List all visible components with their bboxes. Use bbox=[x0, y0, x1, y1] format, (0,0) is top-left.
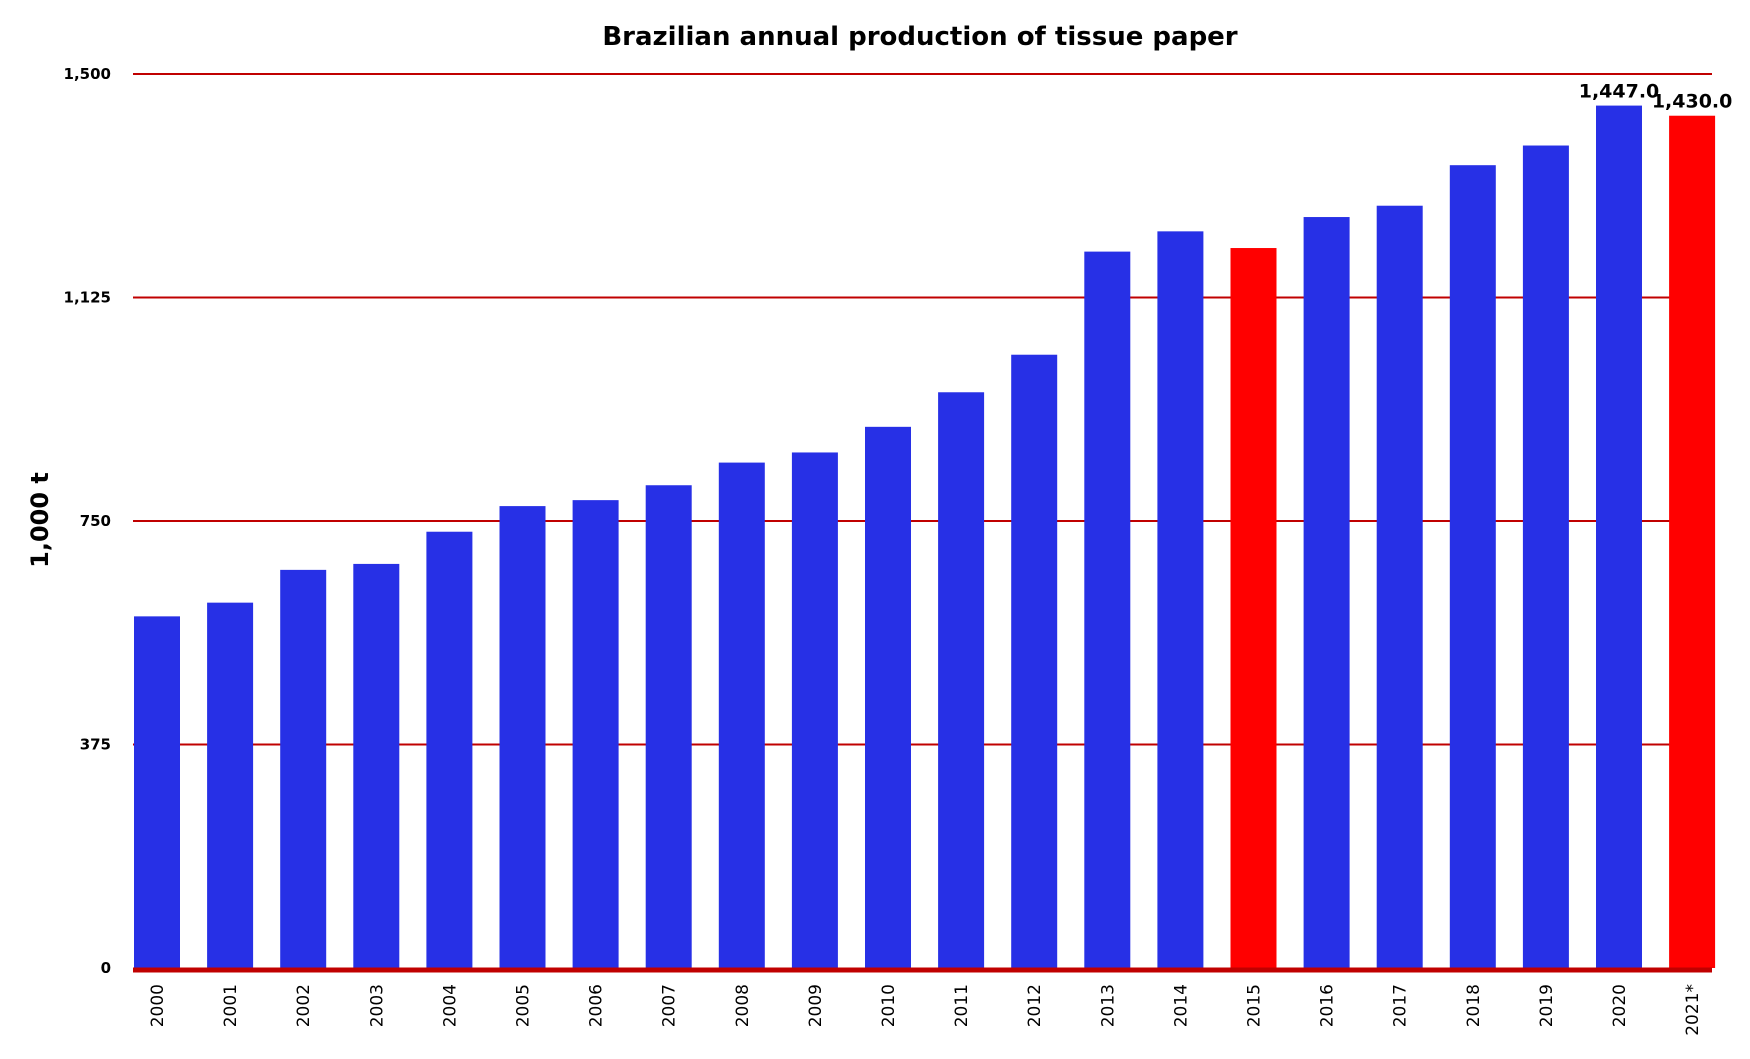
gridlines bbox=[133, 73, 1712, 746]
bar-2021 bbox=[1669, 115, 1716, 969]
x-tick-label: 2020 bbox=[1610, 984, 1630, 1027]
bars bbox=[134, 105, 1716, 969]
x-tick-label: 2014 bbox=[1171, 984, 1191, 1027]
x-tick-label: 2011 bbox=[952, 984, 972, 1027]
bar-2007 bbox=[645, 485, 692, 968]
bar-2002 bbox=[280, 569, 327, 968]
bar-2014 bbox=[1157, 231, 1204, 968]
x-tick-label: 2019 bbox=[1537, 984, 1557, 1027]
x-tick-label: 2016 bbox=[1318, 984, 1338, 1027]
bar-2004 bbox=[426, 531, 473, 968]
x-tick-label: 2015 bbox=[1245, 984, 1265, 1027]
x-tick-label: 2009 bbox=[806, 984, 826, 1027]
bar-2019 bbox=[1522, 145, 1569, 968]
bar-2006 bbox=[572, 500, 619, 968]
bar-2020 bbox=[1596, 105, 1642, 968]
bar-2008 bbox=[718, 462, 765, 968]
x-tick-label: 2000 bbox=[148, 984, 168, 1027]
bar-2005 bbox=[499, 506, 546, 968]
x-tick-label: 2012 bbox=[1025, 984, 1045, 1027]
x-tick-label: 2018 bbox=[1464, 984, 1484, 1027]
x-tick-label: 2021* bbox=[1683, 984, 1703, 1036]
bar-2015 bbox=[1230, 248, 1277, 969]
x-tick-label: 2002 bbox=[294, 984, 314, 1027]
y-tick-label: 375 bbox=[80, 736, 111, 754]
data-label: 1,447.0 bbox=[1579, 81, 1660, 103]
x-tick-label: 2010 bbox=[879, 984, 899, 1027]
x-tick-label: 2005 bbox=[514, 984, 534, 1027]
bar-2017 bbox=[1376, 205, 1423, 968]
data-label: 1,430.0 bbox=[1652, 91, 1733, 113]
x-tick-label: 2004 bbox=[440, 984, 460, 1027]
y-tick-label: 1,125 bbox=[64, 289, 111, 307]
x-tick-label: 2007 bbox=[660, 984, 680, 1027]
y-tick-label: 1,500 bbox=[64, 65, 111, 83]
y-axis-label: 1,000 t bbox=[26, 472, 54, 568]
bar-2009 bbox=[791, 452, 838, 969]
y-tick-labels: 0 375 750 1,125 1,500 bbox=[64, 65, 111, 977]
x-tick-label: 2006 bbox=[587, 984, 607, 1027]
bar-2012 bbox=[1011, 354, 1058, 968]
bar-2001 bbox=[207, 602, 254, 968]
chart-title: Brazilian annual production of tissue pa… bbox=[602, 22, 1237, 52]
x-tick-labels: 2000 2001 2002 2003 2004 2005 2006 2007 2008 2009… bbox=[148, 984, 1703, 1036]
bar-2010 bbox=[865, 426, 911, 968]
x-tick-label: 2001 bbox=[221, 984, 241, 1027]
x-tick-label: 2003 bbox=[367, 984, 387, 1027]
y-tick-label: 0 bbox=[101, 959, 111, 977]
bar-2003 bbox=[353, 563, 400, 968]
bar-2018 bbox=[1449, 165, 1496, 969]
bar-2000 bbox=[134, 616, 180, 968]
data-labels: 1,447.01,430.0 bbox=[1579, 81, 1733, 113]
x-tick-label: 2008 bbox=[733, 984, 753, 1027]
y-tick-label: 750 bbox=[80, 512, 111, 530]
bar-2016 bbox=[1303, 217, 1350, 969]
x-tick-label: 2013 bbox=[1098, 984, 1118, 1027]
bar-2011 bbox=[938, 392, 985, 968]
bar-2013 bbox=[1084, 251, 1131, 968]
x-tick-label: 2017 bbox=[1391, 984, 1411, 1027]
